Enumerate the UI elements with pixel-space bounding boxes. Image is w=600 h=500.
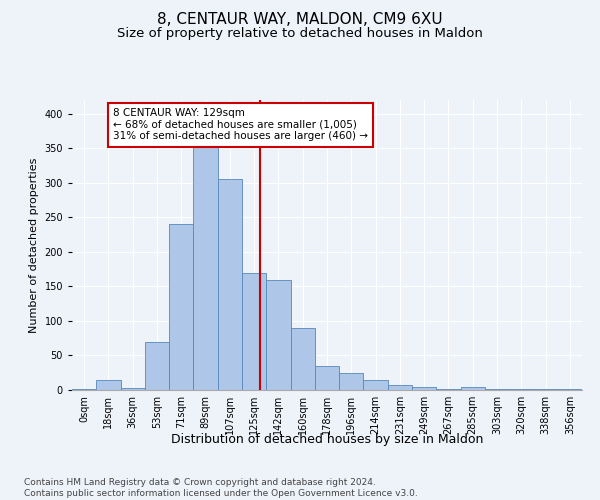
Bar <box>266 280 290 390</box>
Text: Distribution of detached houses by size in Maldon: Distribution of detached houses by size … <box>171 432 483 446</box>
Bar <box>558 388 582 390</box>
Bar <box>315 366 339 390</box>
Bar <box>388 385 412 390</box>
Bar <box>436 388 461 390</box>
Bar <box>96 380 121 390</box>
Bar <box>339 372 364 390</box>
Bar <box>72 388 96 390</box>
Bar <box>218 180 242 390</box>
Bar <box>364 380 388 390</box>
Text: 8 CENTAUR WAY: 129sqm
← 68% of detached houses are smaller (1,005)
31% of semi-d: 8 CENTAUR WAY: 129sqm ← 68% of detached … <box>113 108 368 142</box>
Bar <box>193 131 218 390</box>
Text: 8, CENTAUR WAY, MALDON, CM9 6XU: 8, CENTAUR WAY, MALDON, CM9 6XU <box>157 12 443 28</box>
Bar <box>169 224 193 390</box>
Bar <box>242 272 266 390</box>
Bar <box>412 386 436 390</box>
Bar <box>121 388 145 390</box>
Bar <box>145 342 169 390</box>
Bar <box>290 328 315 390</box>
Text: Contains HM Land Registry data © Crown copyright and database right 2024.
Contai: Contains HM Land Registry data © Crown c… <box>24 478 418 498</box>
Bar <box>461 386 485 390</box>
Text: Size of property relative to detached houses in Maldon: Size of property relative to detached ho… <box>117 28 483 40</box>
Y-axis label: Number of detached properties: Number of detached properties <box>29 158 39 332</box>
